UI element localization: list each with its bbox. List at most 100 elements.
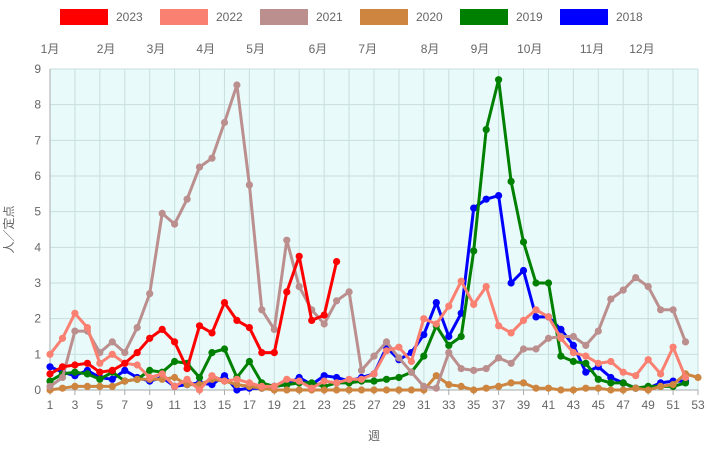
legend-swatch [360,9,408,25]
data-point [71,361,79,369]
data-point [445,341,453,349]
data-point [283,288,291,296]
data-point [220,372,229,380]
data-point [183,375,191,383]
data-point [171,357,179,366]
data-point [283,386,291,394]
data-point [58,334,67,342]
data-point [333,258,341,266]
data-point [370,386,378,394]
data-point [195,322,204,330]
data-point [96,368,104,376]
data-point [46,377,54,385]
data-point [370,370,378,378]
data-point [470,300,478,308]
data-point [557,325,565,333]
data-point [146,373,154,382]
x-tick-label: 5 [97,398,104,412]
data-point [395,354,403,362]
data-point [58,363,67,371]
legend-item: 2020 [360,9,443,25]
data-point [295,386,303,394]
data-point [71,327,79,335]
data-point [158,370,166,378]
data-point [183,195,191,203]
data-point [582,368,590,376]
data-point [270,382,278,390]
data-point [519,379,528,387]
data-point [71,309,79,317]
data-point [46,350,54,358]
data-point [245,379,253,387]
data-point [58,384,67,392]
data-point [96,382,104,390]
legend-label: 2019 [516,10,543,24]
month-label: 11月 [580,42,604,56]
x-tick-label: 11 [168,398,181,412]
data-point [320,386,328,394]
data-point [495,76,503,84]
data-point [420,382,428,390]
data-point [607,373,615,382]
data-point [46,370,54,378]
data-point [582,352,590,360]
data-point [96,359,104,367]
data-point [171,373,179,382]
data-point [644,356,652,364]
data-point [457,382,465,390]
month-label: 5月 [246,42,265,56]
data-point [557,352,565,360]
x-tick-label: 39 [517,398,531,412]
data-point [71,382,79,390]
data-point [357,375,366,383]
series-layer [46,76,702,394]
data-point [108,366,116,374]
data-point [108,375,116,383]
data-point [495,322,503,330]
data-point [108,382,116,390]
data-point [245,181,253,189]
month-label: 1月 [41,42,60,56]
data-point [632,372,640,380]
x-tick-label: 35 [467,398,481,412]
data-point [432,384,440,392]
data-point [133,375,141,383]
data-point [445,381,453,389]
data-point [482,365,490,373]
data-point [607,379,615,387]
data-point [669,343,677,351]
data-point [457,332,465,341]
data-point [619,368,627,376]
legend-item: 2023 [60,9,143,25]
y-tick-label: 6 [34,169,41,183]
legend-item: 2019 [460,9,543,25]
data-point [345,386,353,394]
data-point [544,334,553,342]
data-point [345,375,353,383]
data-point [694,373,702,382]
data-point [183,365,191,373]
data-point [258,306,266,314]
month-label: 3月 [147,42,166,56]
data-point [96,375,104,383]
data-point [432,299,440,307]
data-point [457,277,465,285]
data-point [569,357,578,366]
data-point [270,325,278,333]
data-point [208,154,216,162]
data-point [158,209,166,217]
data-point [208,349,216,357]
data-point [607,295,615,303]
data-point [594,359,602,367]
data-point [121,349,129,357]
data-point [532,345,540,353]
x-tick-label: 7 [121,398,128,412]
data-point [382,386,391,394]
data-point [657,382,665,390]
data-point [582,359,590,367]
data-point [594,327,602,335]
data-point [644,386,652,394]
x-tick-label: 43 [567,398,581,412]
month-label: 12月 [629,42,654,56]
x-tick-label: 9 [146,398,153,412]
